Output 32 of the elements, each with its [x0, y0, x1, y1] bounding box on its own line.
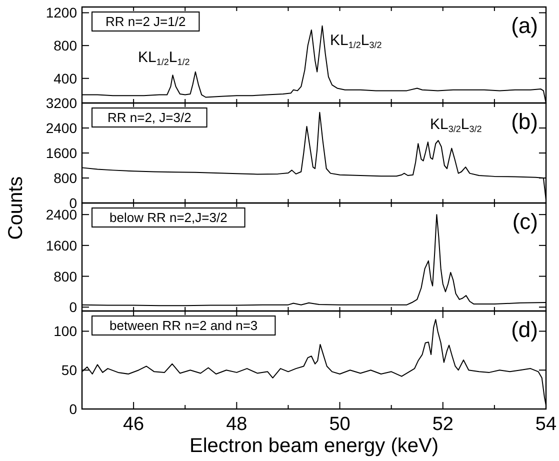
y-tick-label: 1600: [46, 145, 78, 161]
x-tick-label: 46: [122, 414, 144, 435]
y-tick-label: 2400: [46, 120, 78, 136]
annotation: KL$_{3/2}$L$_{3/2}$: [430, 116, 482, 134]
x-tick-label: 48: [226, 414, 248, 435]
annotation: between RR n=2 and n=3: [110, 318, 258, 333]
y-tick-label: 0: [69, 195, 78, 211]
y-tick-label: 50: [61, 362, 78, 378]
y-tick-label: 0: [69, 299, 78, 316]
x-axis-title: Electron beam energy (keV): [189, 435, 439, 457]
y-tick-label: 3200: [46, 95, 78, 111]
annotation: RR n=2 J=1/2: [105, 14, 186, 29]
x-tick-label: 54: [535, 414, 557, 435]
y-tick-label: 1200: [46, 4, 78, 21]
annotation: RR n=2, J=3/2: [107, 110, 192, 125]
annotation: (c): [512, 209, 538, 234]
y-tick-label: 800: [54, 38, 78, 54]
annotation: (a): [511, 13, 538, 38]
y-tick-label: 1600: [46, 237, 78, 254]
y-axis-title: Counts: [5, 176, 27, 240]
annotation: KL$_{1/2}$L$_{3/2}$: [330, 32, 382, 50]
x-tick-label: 50: [329, 414, 350, 435]
annotation: KL$_{1/2}$L$_{1/2}$: [138, 49, 190, 67]
annotation: (d): [511, 317, 538, 342]
x-tick-label: 52: [432, 414, 454, 435]
y-tick-label: 400: [54, 70, 78, 86]
annotation: below RR n=2,J=3/2: [110, 210, 228, 225]
y-tick-label: 100: [54, 323, 78, 340]
annotation: (b): [511, 109, 538, 134]
y-tick-label: 800: [54, 268, 78, 284]
y-tick-label: 800: [54, 170, 78, 186]
y-tick-label: 0: [69, 401, 78, 417]
